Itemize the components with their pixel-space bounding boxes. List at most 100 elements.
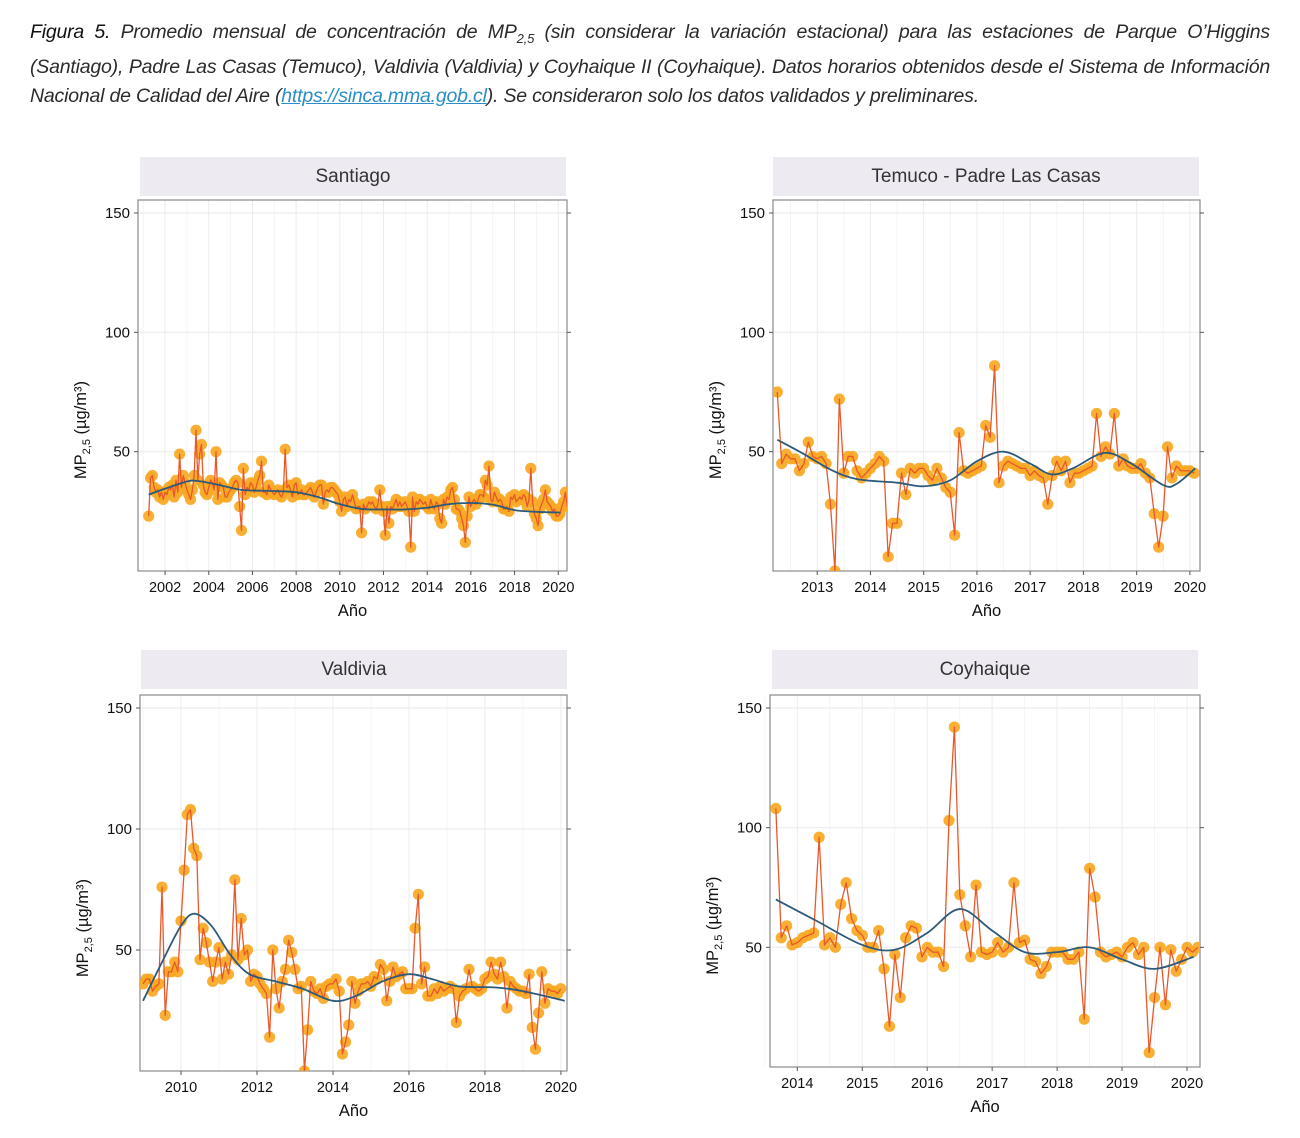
plot-frame [772,199,1201,572]
data-point [580,499,587,510]
y-tick-label: 50 [745,939,762,956]
data-point [555,983,567,995]
chart-valdivia: 50 100 150 2010 2012 2014 2016 2018 2020 Año MP2,5… [74,694,577,1120]
x-tick-label: 2016 [911,1076,943,1092]
sinca-link[interactable]: https://sinca.mma.gob.cl [281,84,487,107]
x-tick-label: 2012 [241,1080,273,1096]
panel-title-strip: Valdivia [141,650,567,689]
x-tick-label: 2018 [1067,580,1099,596]
x-axis-label: Año [972,602,1001,620]
data-point [143,510,155,522]
data-point [585,494,587,505]
y-tick-label: 150 [107,700,132,717]
plot-frame [769,694,1201,1068]
panel-title-strip: Santiago [140,157,566,196]
x-tick-label: 2016 [393,1080,425,1096]
caption-text-2: (sin considerar la variación estacional)… [30,21,1270,107]
trend-line [142,912,565,1002]
y-axis-label: MP2,5 (µg/m³) [707,381,728,479]
series-line [148,429,567,548]
x-tick-label: 2004 [193,580,225,596]
data-point [582,501,587,512]
x-tick-label: 2010 [324,580,356,596]
y-tick-label: 150 [105,205,130,222]
caption-text-1: Promedio mensual de concentración de MP [110,21,517,43]
data-layer [770,721,1200,1059]
x-tick-label: 2010 [165,1080,197,1096]
x-tick-label: 2020 [542,580,574,596]
data-point [569,503,580,514]
trend-line [148,479,561,514]
x-tick-label: 2018 [1041,1076,1073,1092]
data-point [578,496,587,507]
x-tick-label: 2017 [976,1076,1008,1092]
data-layer [140,804,567,1071]
x-tick-label: 2018 [498,580,530,596]
grid [140,695,567,1071]
figure-label: Figura 5. [30,21,111,43]
chart-coyhaique: 50 100 150 2014 2015 2016 2017 2018 2019 2020 Año M… [704,694,1204,1116]
x-tick-label: 2008 [280,580,312,596]
y-tick-label: 100 [107,821,132,838]
x-tick-label: 2015 [846,1076,878,1092]
chart-santiago: 50 100 150 2002 2004 2006 2008 2010 2012 2014 2016… [72,199,587,620]
y-axis-label: MP2,5 (µg/m³) [72,381,93,479]
series-line [775,726,1199,1054]
data-point [563,496,567,508]
x-tick-label: 2014 [317,1080,349,1096]
x-tick-label: 2016 [961,580,993,596]
grid [764,695,1200,1067]
y-tick-label: 100 [737,820,762,837]
plot-frame [137,199,568,572]
y-tick-label: 50 [115,942,132,959]
x-axis-label: Año [339,1102,368,1120]
y-tick-label: 150 [740,205,765,222]
y-tick-label: 150 [737,700,762,717]
x-tick-label: 2019 [1121,580,1153,596]
x-tick-label: 2014 [411,580,443,596]
x-tick-label: 2020 [1174,580,1206,596]
figure-caption: Figura 5. Promedio mensual de concentrac… [30,18,1270,111]
data-point [770,802,782,815]
trend-line [776,438,1196,488]
x-tick-label: 2012 [367,580,399,596]
x-tick-label: 2013 [801,580,833,596]
chart-temuco: 50 100 150 2013 2014 2015 2016 2017 2018 2019 2020… [707,199,1206,620]
panel-title-strip: Temuco - Padre Las Casas [773,157,1199,196]
x-tick-label: 2018 [469,1080,501,1096]
caption-subscript: 2,5 [516,30,535,46]
data-point [576,494,587,505]
trend-line [775,898,1194,970]
y-tick-label: 50 [113,444,130,461]
plot-frame [139,694,568,1072]
grid [138,200,567,571]
data-point [571,508,582,519]
x-tick-label: 2014 [781,1076,813,1092]
x-tick-label: 2019 [1106,1076,1138,1092]
x-tick-label: 2002 [149,580,181,596]
series-line [776,365,1195,571]
y-axis-label: MP2,5 (µg/m³) [704,877,725,975]
series-line [142,808,562,1071]
data-point [567,501,578,512]
x-tick-label: 2015 [908,580,940,596]
data-layer [143,424,587,553]
panel-title-strip: Coyhaique [772,650,1198,689]
y-tick-label: 50 [748,444,765,461]
x-axis-label: Año [970,1098,999,1116]
x-tick-label: 2017 [1014,580,1046,596]
x-tick-label: 2020 [545,1080,577,1096]
x-axis-label: Año [338,602,367,620]
x-tick-label: 2006 [236,580,268,596]
x-tick-label: 2016 [455,580,487,596]
y-tick-label: 100 [740,324,765,341]
data-layer [773,360,1200,571]
data-point [773,386,783,398]
x-tick-label: 2020 [1171,1076,1203,1092]
x-tick-label: 2014 [854,580,886,596]
data-point [573,506,584,517]
caption-text-3: ). Se consideraron solo los datos valida… [486,84,979,107]
data-point [583,496,587,507]
data-point [574,501,585,512]
grid [773,200,1200,571]
